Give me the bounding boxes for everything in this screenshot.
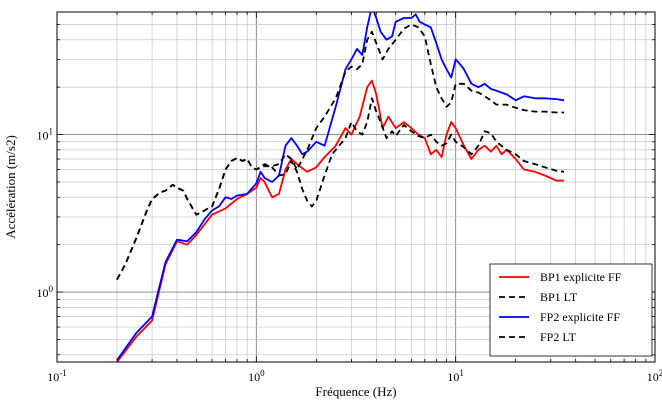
x-tick-label: 100 — [248, 368, 265, 384]
x-tick-label: 10-1 — [47, 368, 67, 384]
legend-box — [489, 263, 653, 357]
ticks: 10-1 100 101 102 100 101 — [37, 11, 662, 384]
x-tick-label: 102 — [647, 368, 662, 384]
plot-frame — [56, 11, 656, 363]
legend-label: BP1 LT — [540, 290, 578, 304]
legend-label: BP1 explicite FF — [540, 270, 622, 284]
legend-label: FP2 LT — [540, 330, 577, 344]
y-tick-label: 101 — [37, 127, 54, 143]
y-tick-label: 100 — [37, 284, 54, 300]
x-tick-label: 101 — [447, 368, 464, 384]
series-line-1 — [116, 79, 565, 362]
series-layer — [116, 12, 565, 362]
series-line-3 — [116, 12, 565, 361]
x-axis-label: Fréquence (Hz) — [315, 384, 396, 399]
legend: BP1 explicite FF BP1 LT FP2 explicite FF FP… — [489, 263, 653, 357]
y-axis-label: Accélération (m/s2) — [3, 135, 18, 239]
legend-label: FP2 explicite FF — [540, 310, 620, 324]
